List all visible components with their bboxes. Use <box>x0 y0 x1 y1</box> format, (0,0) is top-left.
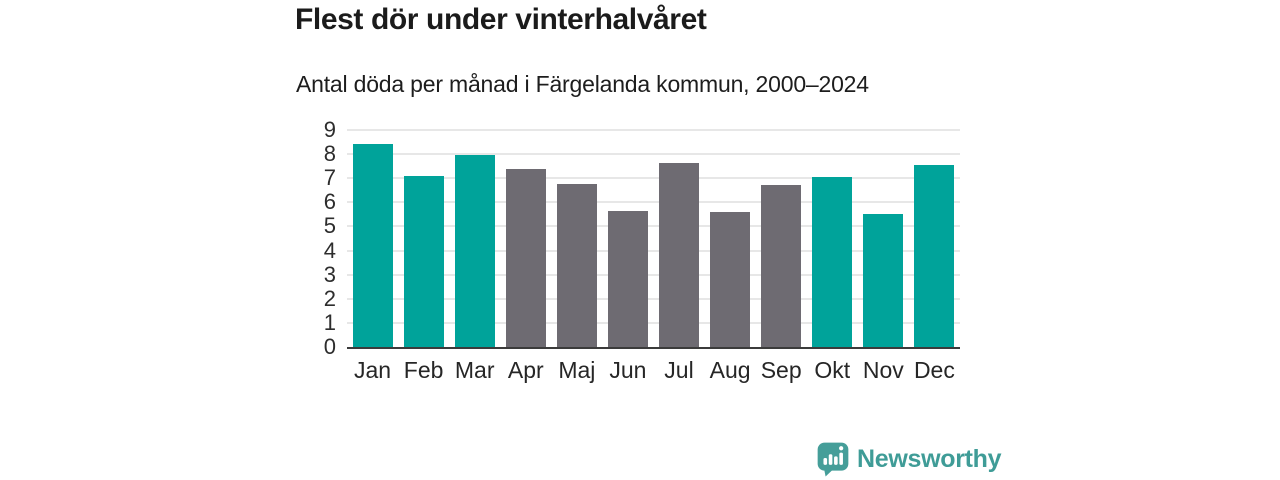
x-tick-label: Jun <box>609 357 647 383</box>
bar-nov <box>863 214 904 347</box>
gridline <box>347 249 960 252</box>
y-tick-label: 7 <box>323 165 336 191</box>
bar-jul <box>659 162 699 347</box>
bar-apr <box>505 168 546 347</box>
chart-subtitle: Antal döda per månad i Färgelanda kommun… <box>296 71 869 97</box>
x-tick-label: Feb <box>403 357 444 383</box>
x-tick-label: Nov <box>862 357 904 383</box>
gridline <box>347 177 960 180</box>
x-tick-label: Jul <box>664 357 694 383</box>
bar-slot <box>500 130 551 347</box>
bar-jun <box>607 210 648 347</box>
y-tick-label: 0 <box>323 334 336 359</box>
bar-sep <box>761 185 802 347</box>
bar-maj <box>556 184 597 347</box>
y-tick-label: 1 <box>323 309 336 335</box>
x-tick-label: Aug <box>709 357 751 383</box>
gridline <box>347 201 960 204</box>
x-tick-label: Apr <box>507 357 544 383</box>
y-tick-label: 2 <box>323 285 336 311</box>
bar-dec <box>914 164 955 347</box>
y-tick-label: 3 <box>323 261 336 287</box>
bar-slot <box>449 130 500 347</box>
bar-slot <box>756 130 807 347</box>
bar-slot <box>807 130 858 347</box>
chart-title: Flest dör under vinterhalvåret <box>295 3 707 36</box>
bar-slot <box>858 130 909 347</box>
bar-slot <box>347 130 398 347</box>
bar-aug <box>710 211 751 347</box>
gridline <box>347 273 960 276</box>
y-tick-label: 5 <box>323 213 336 239</box>
bar-okt <box>812 177 853 347</box>
bar-slot <box>653 130 704 347</box>
y-tick-label: 8 <box>323 141 336 167</box>
newsworthy-icon <box>817 442 849 477</box>
gridline <box>347 225 960 228</box>
bar-slot <box>551 130 602 347</box>
y-tick-label: 9 <box>323 117 336 142</box>
x-tick-label: Okt <box>814 357 851 383</box>
bar-slot <box>602 130 653 347</box>
x-tick-label: Mar <box>454 357 495 383</box>
bar-feb <box>403 175 444 347</box>
bar-slot <box>909 130 960 347</box>
newsworthy-wordmark: Newsworthy <box>857 444 1002 473</box>
x-axis: Jan Feb Mar Apr Maj Jun Jul Aug Sep Okt Nov Dec <box>347 357 960 384</box>
x-tick-label: Maj <box>558 357 596 383</box>
bar-slot <box>398 130 449 347</box>
gridline <box>347 297 960 300</box>
y-tick-label: 4 <box>323 237 336 263</box>
gridline <box>347 153 960 156</box>
bar-jan <box>352 144 393 347</box>
x-tick-label: Sep <box>760 357 802 383</box>
bar-slot <box>705 130 756 347</box>
bar-mar <box>454 155 495 347</box>
newsworthy-logo[interactable]: Newsworthy <box>816 441 1002 477</box>
plot-area <box>347 129 960 349</box>
gridline <box>347 129 960 131</box>
x-tick-label: Jan <box>353 357 392 383</box>
gridline <box>347 321 960 324</box>
bars <box>347 130 960 347</box>
x-tick-label: Dec <box>913 357 955 383</box>
y-tick-label: 6 <box>323 189 336 215</box>
